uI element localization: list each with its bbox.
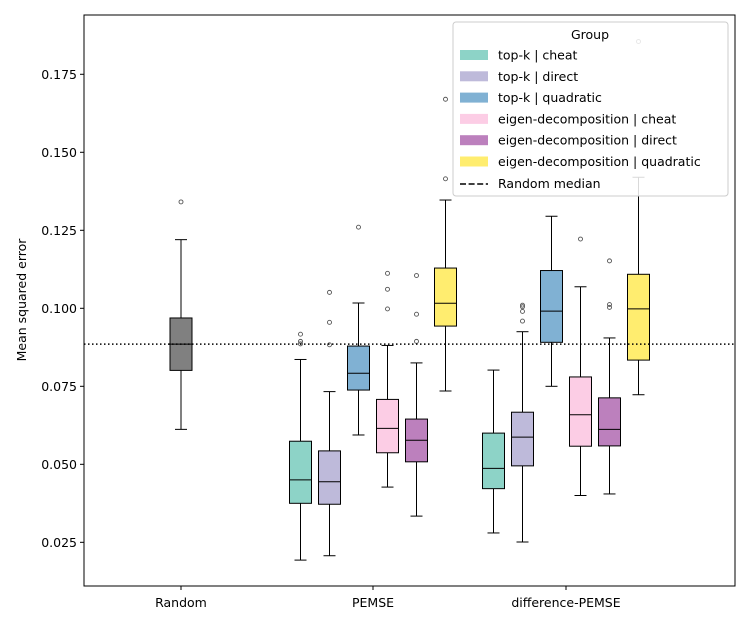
outlier-point xyxy=(178,199,184,205)
outlier-point xyxy=(356,224,361,230)
legend-label: eigen-decomposition | quadratic xyxy=(498,154,701,169)
outlier-point xyxy=(414,273,419,278)
legend-swatch xyxy=(460,50,488,60)
legend-label: top-k | quadratic xyxy=(498,90,602,105)
box-difference-pemse-top-k-quadratic xyxy=(540,215,563,387)
legend-items: top-k | cheat top-k | direct top-k | quadr… xyxy=(460,48,701,169)
box-pemse-top-k-direct xyxy=(318,289,341,557)
plot-area xyxy=(84,39,735,561)
legend-swatch xyxy=(460,113,488,124)
iqr-box xyxy=(569,376,592,447)
outlier-point xyxy=(327,342,332,348)
legend-swatch xyxy=(460,135,488,146)
iqr-box xyxy=(482,432,505,490)
outlier-point xyxy=(520,318,525,324)
x-axis: Random PEMSE difference-PEMSE xyxy=(155,586,621,610)
outlier-point xyxy=(414,311,419,317)
box-pemse-top-k-cheat xyxy=(289,331,312,561)
outlier-point xyxy=(607,302,612,308)
legend-label: eigen-decomposition | cheat xyxy=(498,111,676,126)
iqr-box xyxy=(376,398,399,454)
outlier-point xyxy=(385,306,390,312)
iqr-box xyxy=(318,450,341,505)
outlier-point xyxy=(520,304,525,310)
iqr-box xyxy=(289,440,312,504)
outlier-point xyxy=(520,302,525,308)
legend-title: Group xyxy=(571,27,609,42)
y-tick-label: 0.100 xyxy=(41,301,77,316)
box-difference-pemse-top-k-direct xyxy=(511,302,534,543)
outlier-point xyxy=(327,319,332,325)
box-difference-pemse-eigen-decomposition-cheat xyxy=(569,236,592,497)
outlier-point xyxy=(298,331,303,337)
legend-swatch xyxy=(460,92,488,103)
box-difference-pemse-top-k-cheat xyxy=(482,369,505,534)
outlier-point xyxy=(385,286,390,292)
legend-label: top-k | cheat xyxy=(498,48,578,63)
legend-swatch xyxy=(460,156,488,167)
y-axis: 0.025 0.050 0.075 0.100 0.125 0.150 0.175 xyxy=(41,67,84,550)
legend-frame xyxy=(452,21,729,197)
box-pemse-eigen-decomposition-direct xyxy=(405,273,428,517)
outlier-point xyxy=(414,338,419,344)
y-tick-label: 0.025 xyxy=(41,535,77,550)
outlier-point xyxy=(443,176,448,182)
legend-swatch xyxy=(460,71,488,82)
y-tick-label: 0.150 xyxy=(41,145,77,160)
y-tick-label: 0.075 xyxy=(41,379,77,394)
box-pemse-top-k-quadratic xyxy=(347,224,370,436)
legend-random-median-label: Random median xyxy=(498,176,601,191)
outlier-point xyxy=(520,308,525,314)
outlier-point xyxy=(578,236,583,242)
box-pemse-eigen-decomposition-cheat xyxy=(376,270,399,488)
iqr-box xyxy=(598,397,621,447)
legend-label: eigen-decomposition | direct xyxy=(498,133,677,148)
outlier-point xyxy=(298,338,303,344)
outlier-point xyxy=(607,304,612,310)
y-axis-label: Mean squared error xyxy=(14,238,29,362)
iqr-box xyxy=(347,345,370,391)
x-tick-label: difference-PEMSE xyxy=(511,595,620,610)
outlier-point xyxy=(298,341,303,347)
outlier-point xyxy=(327,289,332,295)
iqr-box xyxy=(540,270,563,343)
outlier-point xyxy=(385,270,390,276)
axes-frame xyxy=(83,14,736,587)
box-pemse-eigen-decomposition-quadratic xyxy=(434,96,457,392)
legend-label: top-k | direct xyxy=(498,69,578,84)
box-difference-pemse-eigen-decomposition-direct xyxy=(598,258,621,495)
y-tick-label: 0.050 xyxy=(41,457,77,472)
iqr-box xyxy=(511,411,534,467)
outlier-point xyxy=(607,258,612,264)
y-tick-label: 0.175 xyxy=(41,67,77,82)
outlier-point xyxy=(443,96,448,102)
iqr-box xyxy=(627,273,650,361)
y-tick-label: 0.125 xyxy=(41,223,77,238)
x-tick-label: Random xyxy=(155,595,207,610)
x-tick-label: PEMSE xyxy=(352,595,394,610)
iqr-box xyxy=(434,267,457,327)
